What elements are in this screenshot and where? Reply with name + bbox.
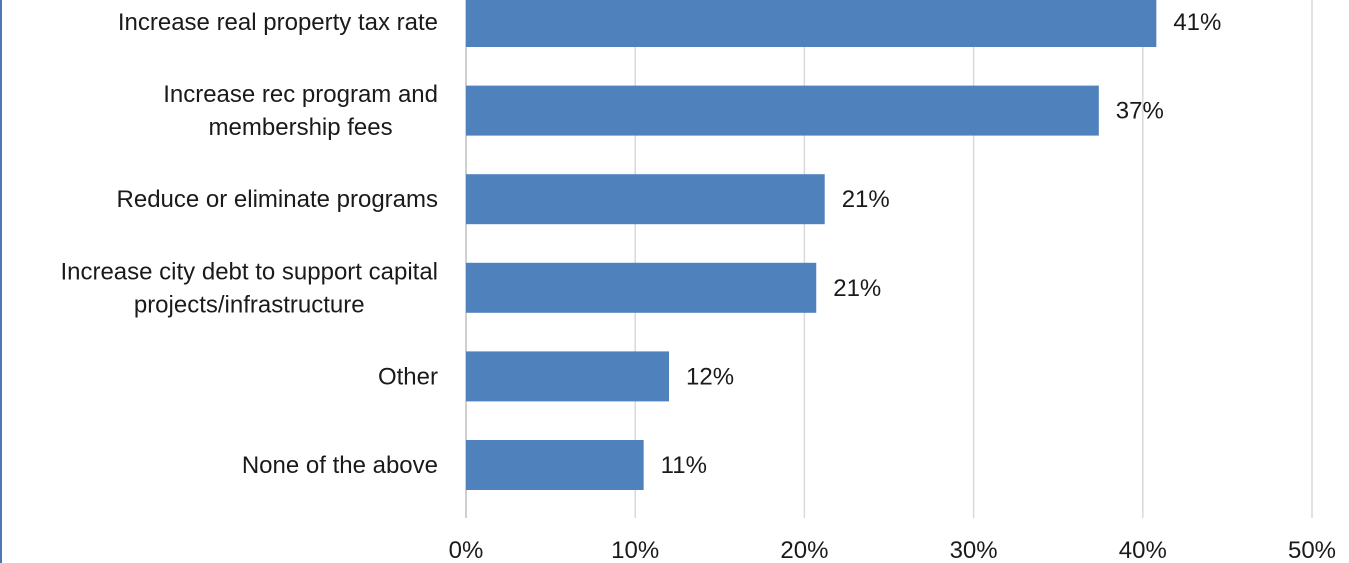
- category-label-line: Increase city debt to support capital: [60, 258, 438, 285]
- data-label: 41%: [1173, 9, 1221, 36]
- bar: [466, 440, 644, 490]
- bar: [466, 0, 1157, 47]
- x-tick-label: 20%: [780, 537, 828, 563]
- x-tick-label: 0%: [449, 537, 484, 563]
- category-label: Other: [378, 363, 438, 390]
- data-label: 21%: [842, 186, 890, 213]
- category-label: Increase rec program and membership fees: [163, 81, 438, 141]
- category-label: Reduce or eliminate programs: [117, 186, 438, 213]
- bar: [466, 351, 670, 402]
- category-label: Increase real property tax rate: [118, 9, 438, 36]
- data-label: 12%: [686, 363, 734, 390]
- x-tick-label: 40%: [1119, 537, 1167, 563]
- category-label: Increase city debt to support capital pro…: [60, 258, 438, 318]
- category-label-line: Reduce or eliminate programs: [117, 186, 438, 213]
- category-label-line: membership fees: [209, 114, 393, 141]
- data-label: 11%: [661, 452, 707, 479]
- category-label: None of the above: [242, 452, 438, 479]
- labels: 0% 10% 20% 30% 40% 50% 41% Increase real proper…: [60, 9, 1336, 563]
- category-label-line: Increase rec program and: [163, 81, 438, 108]
- bars: [466, 0, 1157, 490]
- category-label-line: Increase real property tax rate: [118, 9, 438, 36]
- data-label: 21%: [833, 275, 881, 302]
- x-tick-label: 30%: [950, 537, 998, 563]
- bar: [466, 262, 817, 313]
- category-label-line: Other: [378, 363, 438, 390]
- bar: [466, 85, 1099, 136]
- category-label-line: projects/infrastructure: [134, 291, 365, 318]
- bar: [466, 174, 825, 225]
- x-tick-label: 10%: [611, 537, 659, 563]
- data-label: 37%: [1116, 98, 1164, 125]
- category-label-line: None of the above: [242, 452, 438, 479]
- x-tick-label: 50%: [1288, 537, 1336, 563]
